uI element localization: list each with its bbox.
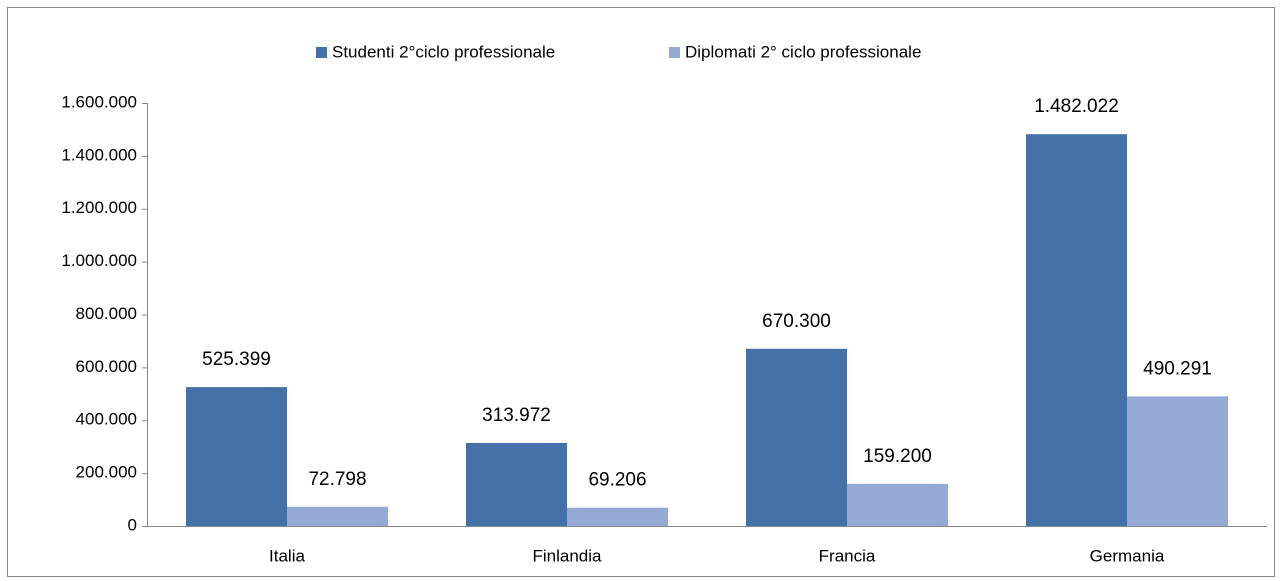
x-tick-label: Finlandia xyxy=(533,546,603,565)
data-label: 670.300 xyxy=(762,311,831,332)
x-tick-label: Italia xyxy=(269,546,305,565)
legend-label: Diplomati 2° ciclo professionale xyxy=(685,42,921,61)
y-tick-label: 800.000 xyxy=(76,304,137,323)
data-label: 159.200 xyxy=(863,446,932,467)
data-label: 72.798 xyxy=(308,469,366,490)
bar xyxy=(466,442,567,526)
y-tick-label: 1.400.000 xyxy=(61,145,137,164)
y-tick-label: 200.000 xyxy=(76,463,137,482)
y-tick-label: 1.200.000 xyxy=(61,198,137,217)
legend-swatch xyxy=(669,47,680,58)
bar xyxy=(1026,134,1127,526)
bar xyxy=(1127,396,1228,526)
y-tick-label: 400.000 xyxy=(76,410,137,429)
data-label: 1.482.022 xyxy=(1034,96,1119,117)
bar xyxy=(186,387,287,526)
y-tick-label: 1.000.000 xyxy=(61,251,137,270)
legend-label: Studenti 2°ciclo professionale xyxy=(332,42,555,61)
y-tick-label: 0 xyxy=(128,515,137,534)
bar xyxy=(746,348,847,526)
legend-swatch xyxy=(316,47,327,58)
x-tick-label: Germania xyxy=(1090,546,1165,565)
y-tick-label: 1.600.000 xyxy=(61,92,137,111)
data-label: 525.399 xyxy=(202,349,271,370)
bar xyxy=(847,483,948,526)
data-label: 313.972 xyxy=(482,405,551,426)
bar xyxy=(287,506,388,526)
y-tick-label: 600.000 xyxy=(76,357,137,376)
x-tick-label: Francia xyxy=(819,546,876,565)
data-label: 490.291 xyxy=(1143,358,1212,379)
data-label: 69.206 xyxy=(588,470,646,491)
bar xyxy=(567,507,668,526)
